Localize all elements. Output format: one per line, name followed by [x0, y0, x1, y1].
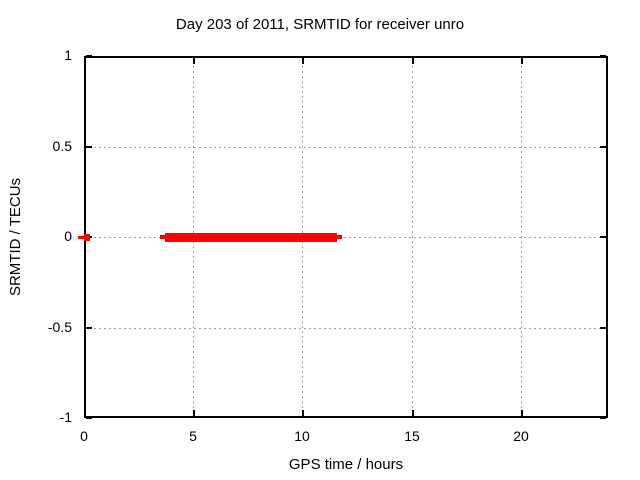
x-tick-mark [412, 58, 414, 64]
y-tick-label: 0 [64, 228, 72, 244]
y-tick-label: 1 [64, 47, 72, 63]
x-tick-label: 15 [404, 428, 420, 444]
x-tick-mark [521, 410, 523, 416]
y-gridline [84, 147, 608, 148]
x-tick-label: 0 [80, 428, 88, 444]
x-tick-label: 10 [294, 428, 310, 444]
x-tick-mark [193, 410, 195, 416]
y-tick-mark [600, 236, 606, 238]
y-tick-label: 0.5 [52, 138, 72, 154]
y-tick-mark [86, 327, 92, 329]
y-gridline [84, 328, 608, 329]
x-tick-mark [84, 58, 86, 64]
y-tick-mark [600, 55, 606, 57]
x-axis-label: GPS time / hours [288, 456, 404, 473]
y-tick-mark [600, 327, 606, 329]
y-tick-mark [600, 417, 606, 419]
x-tick-label: 20 [513, 428, 529, 444]
y-tick-mark [600, 146, 606, 148]
y-tick-label: -1 [59, 409, 72, 425]
y-gridline [84, 237, 608, 238]
x-tick-mark [302, 410, 304, 416]
data-point-run [77, 235, 84, 239]
data-point-run [164, 232, 338, 242]
x-tick-mark [193, 58, 195, 64]
data-point-run [337, 235, 343, 239]
data-point-run [160, 235, 165, 239]
x-tick-mark [412, 410, 414, 416]
x-tick-mark [84, 410, 86, 416]
chart-title: Day 203 of 2011, SRMTID for receiver unr… [175, 16, 465, 33]
y-tick-label: -0.5 [47, 319, 72, 335]
x-tick-label: 5 [189, 428, 197, 444]
y-tick-mark [86, 417, 92, 419]
data-point-run [84, 233, 91, 241]
y-tick-mark [86, 146, 92, 148]
x-tick-mark [521, 58, 523, 64]
y-tick-mark [86, 55, 92, 57]
x-tick-mark [302, 58, 304, 64]
